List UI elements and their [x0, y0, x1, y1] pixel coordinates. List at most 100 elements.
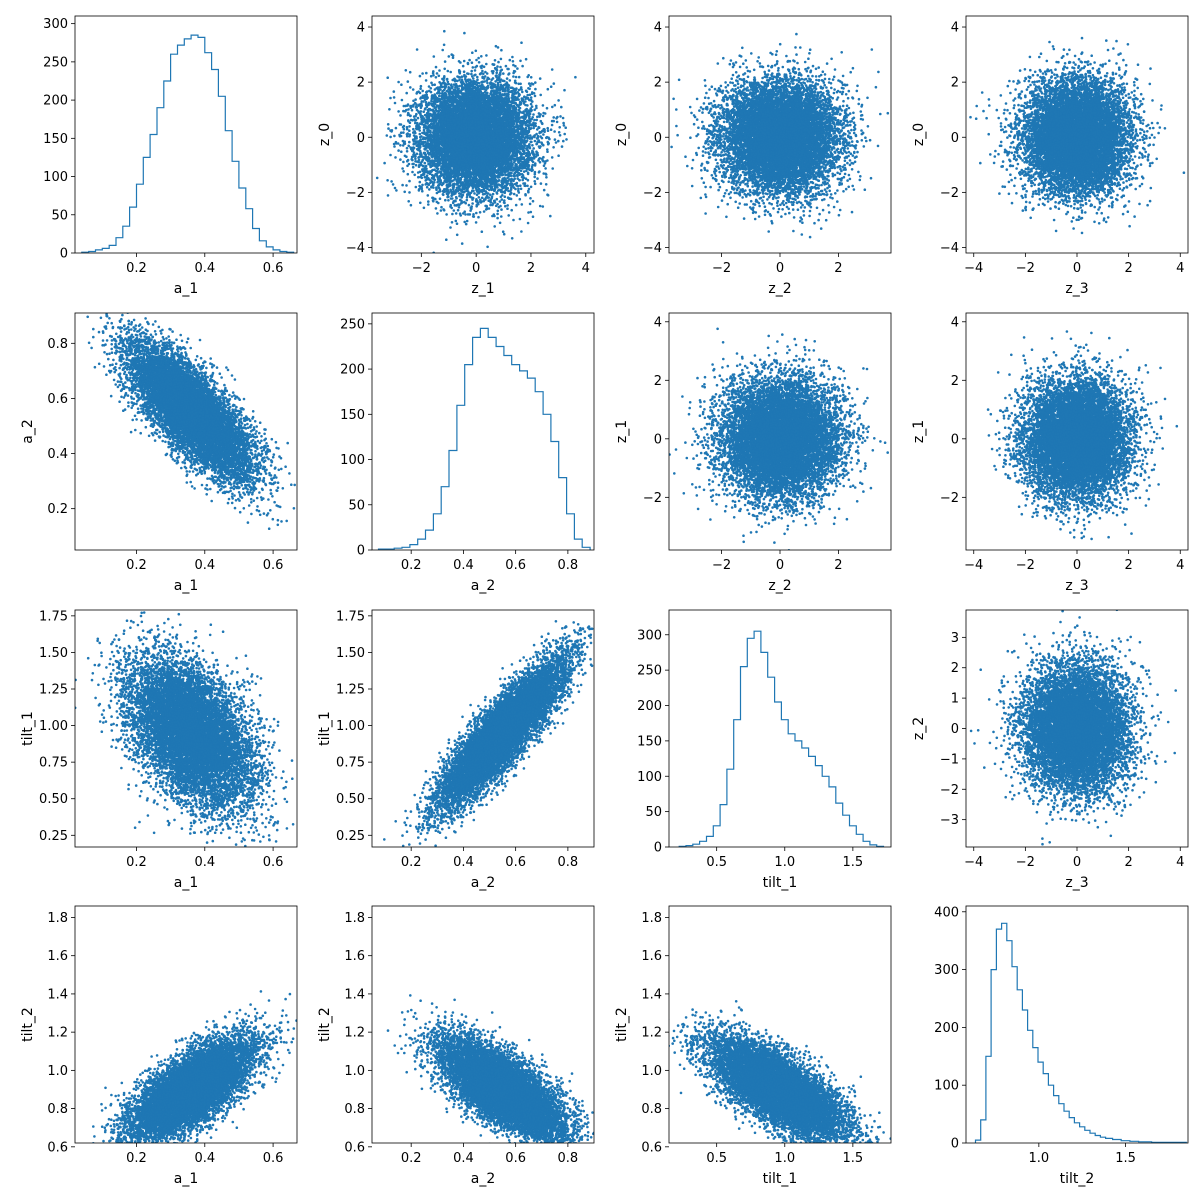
scatter-point — [418, 185, 421, 188]
scatter-point — [556, 121, 559, 124]
scatter-point — [389, 136, 392, 139]
scatter-point — [506, 207, 509, 210]
x-tick-label: 0.2 — [126, 261, 147, 276]
scatter-point — [474, 69, 477, 72]
scatter-point — [408, 141, 411, 144]
scatter-point — [554, 138, 557, 141]
scatter-point — [542, 133, 545, 136]
scatter-point — [436, 212, 439, 215]
scatter-point — [512, 75, 515, 78]
scatter-point — [547, 129, 550, 132]
scatter-point — [418, 189, 421, 192]
scatter-point — [461, 242, 464, 245]
scatter-point — [533, 119, 536, 122]
scatter-point — [521, 65, 524, 68]
scatter-point — [519, 101, 522, 104]
scatter-point — [475, 212, 478, 215]
scatter-point — [439, 197, 442, 200]
scatter-point — [444, 60, 447, 63]
scatter-point — [421, 184, 424, 187]
scatter-point — [519, 218, 522, 221]
scatter-point — [485, 63, 488, 66]
scatter-point — [433, 129, 436, 132]
scatter-point — [496, 65, 499, 68]
scatter-point — [407, 80, 410, 83]
scatter-point — [520, 230, 523, 233]
y-tick-label: 100 — [43, 170, 68, 185]
scatter-point — [551, 167, 554, 170]
scatter-point — [386, 76, 389, 79]
scatter-point — [476, 76, 479, 79]
scatter-point — [411, 171, 414, 174]
y-tick-label: 50 — [51, 208, 68, 223]
scatter-point — [406, 150, 409, 153]
scatter-point — [564, 126, 567, 129]
scatter-point — [457, 209, 460, 212]
scatter-point — [493, 200, 496, 203]
scatter-point — [394, 102, 397, 105]
scatter-point — [441, 184, 444, 187]
scatter-point — [425, 72, 428, 75]
scatter-point — [512, 60, 515, 63]
scatter-point — [481, 65, 484, 68]
scatter-point — [558, 131, 561, 134]
scatter-point — [530, 96, 533, 99]
y-tick-label: 0 — [60, 247, 68, 262]
scatter-point — [419, 92, 422, 95]
scatter-point — [536, 152, 539, 155]
scatter-point — [440, 209, 443, 212]
scatter-point — [447, 70, 450, 73]
scatter-point — [535, 105, 538, 108]
scatter-point — [413, 174, 416, 177]
scatter-point — [421, 72, 424, 75]
scatter-point — [411, 109, 414, 112]
scatter-point — [502, 72, 505, 75]
x-tick-label: 0.4 — [194, 261, 215, 276]
scatter-point — [428, 85, 431, 88]
scatter-point — [527, 211, 530, 214]
scatter-point — [523, 170, 526, 173]
scatter-point — [481, 197, 484, 200]
scatter-point — [479, 211, 482, 214]
scatter-point — [426, 90, 429, 93]
scatter-point — [499, 66, 502, 69]
scatter-point — [496, 203, 499, 206]
scatter-point — [546, 159, 549, 162]
scatter-point — [545, 173, 548, 176]
scatter-point — [520, 41, 523, 44]
scatter-point — [496, 213, 499, 216]
scatter-point — [468, 59, 471, 62]
scatter-point — [440, 206, 443, 209]
scatter-point — [407, 200, 410, 203]
scatter-point — [376, 177, 379, 180]
scatter-point — [395, 127, 398, 130]
scatter-point — [506, 170, 509, 173]
scatter-point — [497, 82, 500, 85]
scatter-point — [531, 144, 534, 147]
scatter-point — [425, 79, 428, 82]
scatter-point — [470, 70, 473, 73]
scatter-point — [401, 184, 404, 187]
scatter-point — [524, 193, 527, 196]
scatter-point — [534, 81, 537, 84]
scatter-point — [521, 91, 524, 94]
scatter-point — [530, 76, 533, 79]
scatter-point — [470, 196, 473, 199]
scatter-point — [472, 66, 475, 69]
scatter-point — [391, 129, 394, 132]
scatter-point — [499, 222, 502, 225]
scatter-point — [419, 133, 422, 136]
y-tick-label: 250 — [43, 55, 68, 70]
scatter-point — [542, 104, 545, 107]
scatter-point — [458, 195, 461, 198]
scatter-point — [526, 185, 529, 188]
scatter-point — [419, 202, 422, 205]
scatter-point — [394, 187, 397, 190]
scatter-point — [410, 107, 413, 110]
scatter-point — [394, 156, 397, 159]
scatter-point — [401, 167, 404, 170]
scatter-point — [419, 87, 422, 90]
scatter-point — [532, 147, 535, 150]
scatter-point — [387, 127, 390, 130]
